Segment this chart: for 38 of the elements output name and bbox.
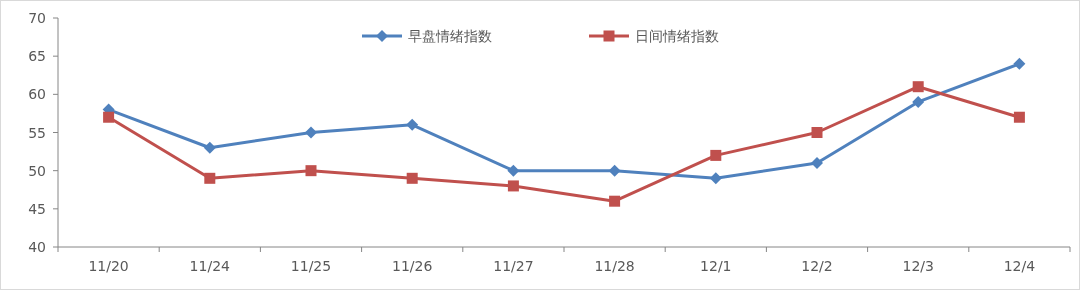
y-tick-label: 65	[28, 48, 46, 65]
point	[507, 164, 520, 177]
x-tick-label: 11/26	[392, 258, 433, 274]
x-tick-label: 11/28	[594, 258, 635, 274]
point	[912, 95, 925, 108]
x-tick-label: 11/25	[290, 258, 332, 274]
x-tick-label: 11/24	[189, 258, 231, 274]
point	[609, 195, 621, 207]
legend-label: 早盘情绪指数	[408, 28, 492, 44]
point	[204, 172, 216, 184]
y-tick-label: 55	[28, 124, 46, 141]
point	[709, 172, 722, 185]
point	[103, 111, 115, 123]
point	[507, 180, 519, 192]
x-tick-label: 12/1	[700, 258, 732, 274]
point	[710, 149, 722, 161]
point	[1013, 57, 1026, 70]
point	[406, 172, 418, 184]
legend-label: 日间情绪指数	[635, 28, 719, 44]
y-tick-label: 40	[28, 239, 46, 255]
point	[406, 118, 419, 131]
point	[608, 164, 621, 177]
y-tick-label: 50	[28, 162, 46, 179]
y-tick-label: 70	[28, 10, 46, 26]
point	[811, 157, 823, 170]
x-tick-label: 12/3	[902, 258, 934, 274]
x-tick-label: 11/27	[493, 258, 534, 274]
y-tick-label: 45	[28, 200, 46, 217]
point	[305, 126, 317, 139]
x-tick-label: 11/20	[88, 258, 129, 274]
point	[203, 141, 216, 154]
x-tick-label: 12/4	[1003, 258, 1036, 274]
point	[912, 81, 924, 93]
x-tick-label: 12/2	[801, 258, 833, 274]
point	[811, 127, 823, 138]
point	[1013, 111, 1025, 123]
y-tick-label: 60	[28, 86, 46, 103]
point	[305, 165, 317, 177]
